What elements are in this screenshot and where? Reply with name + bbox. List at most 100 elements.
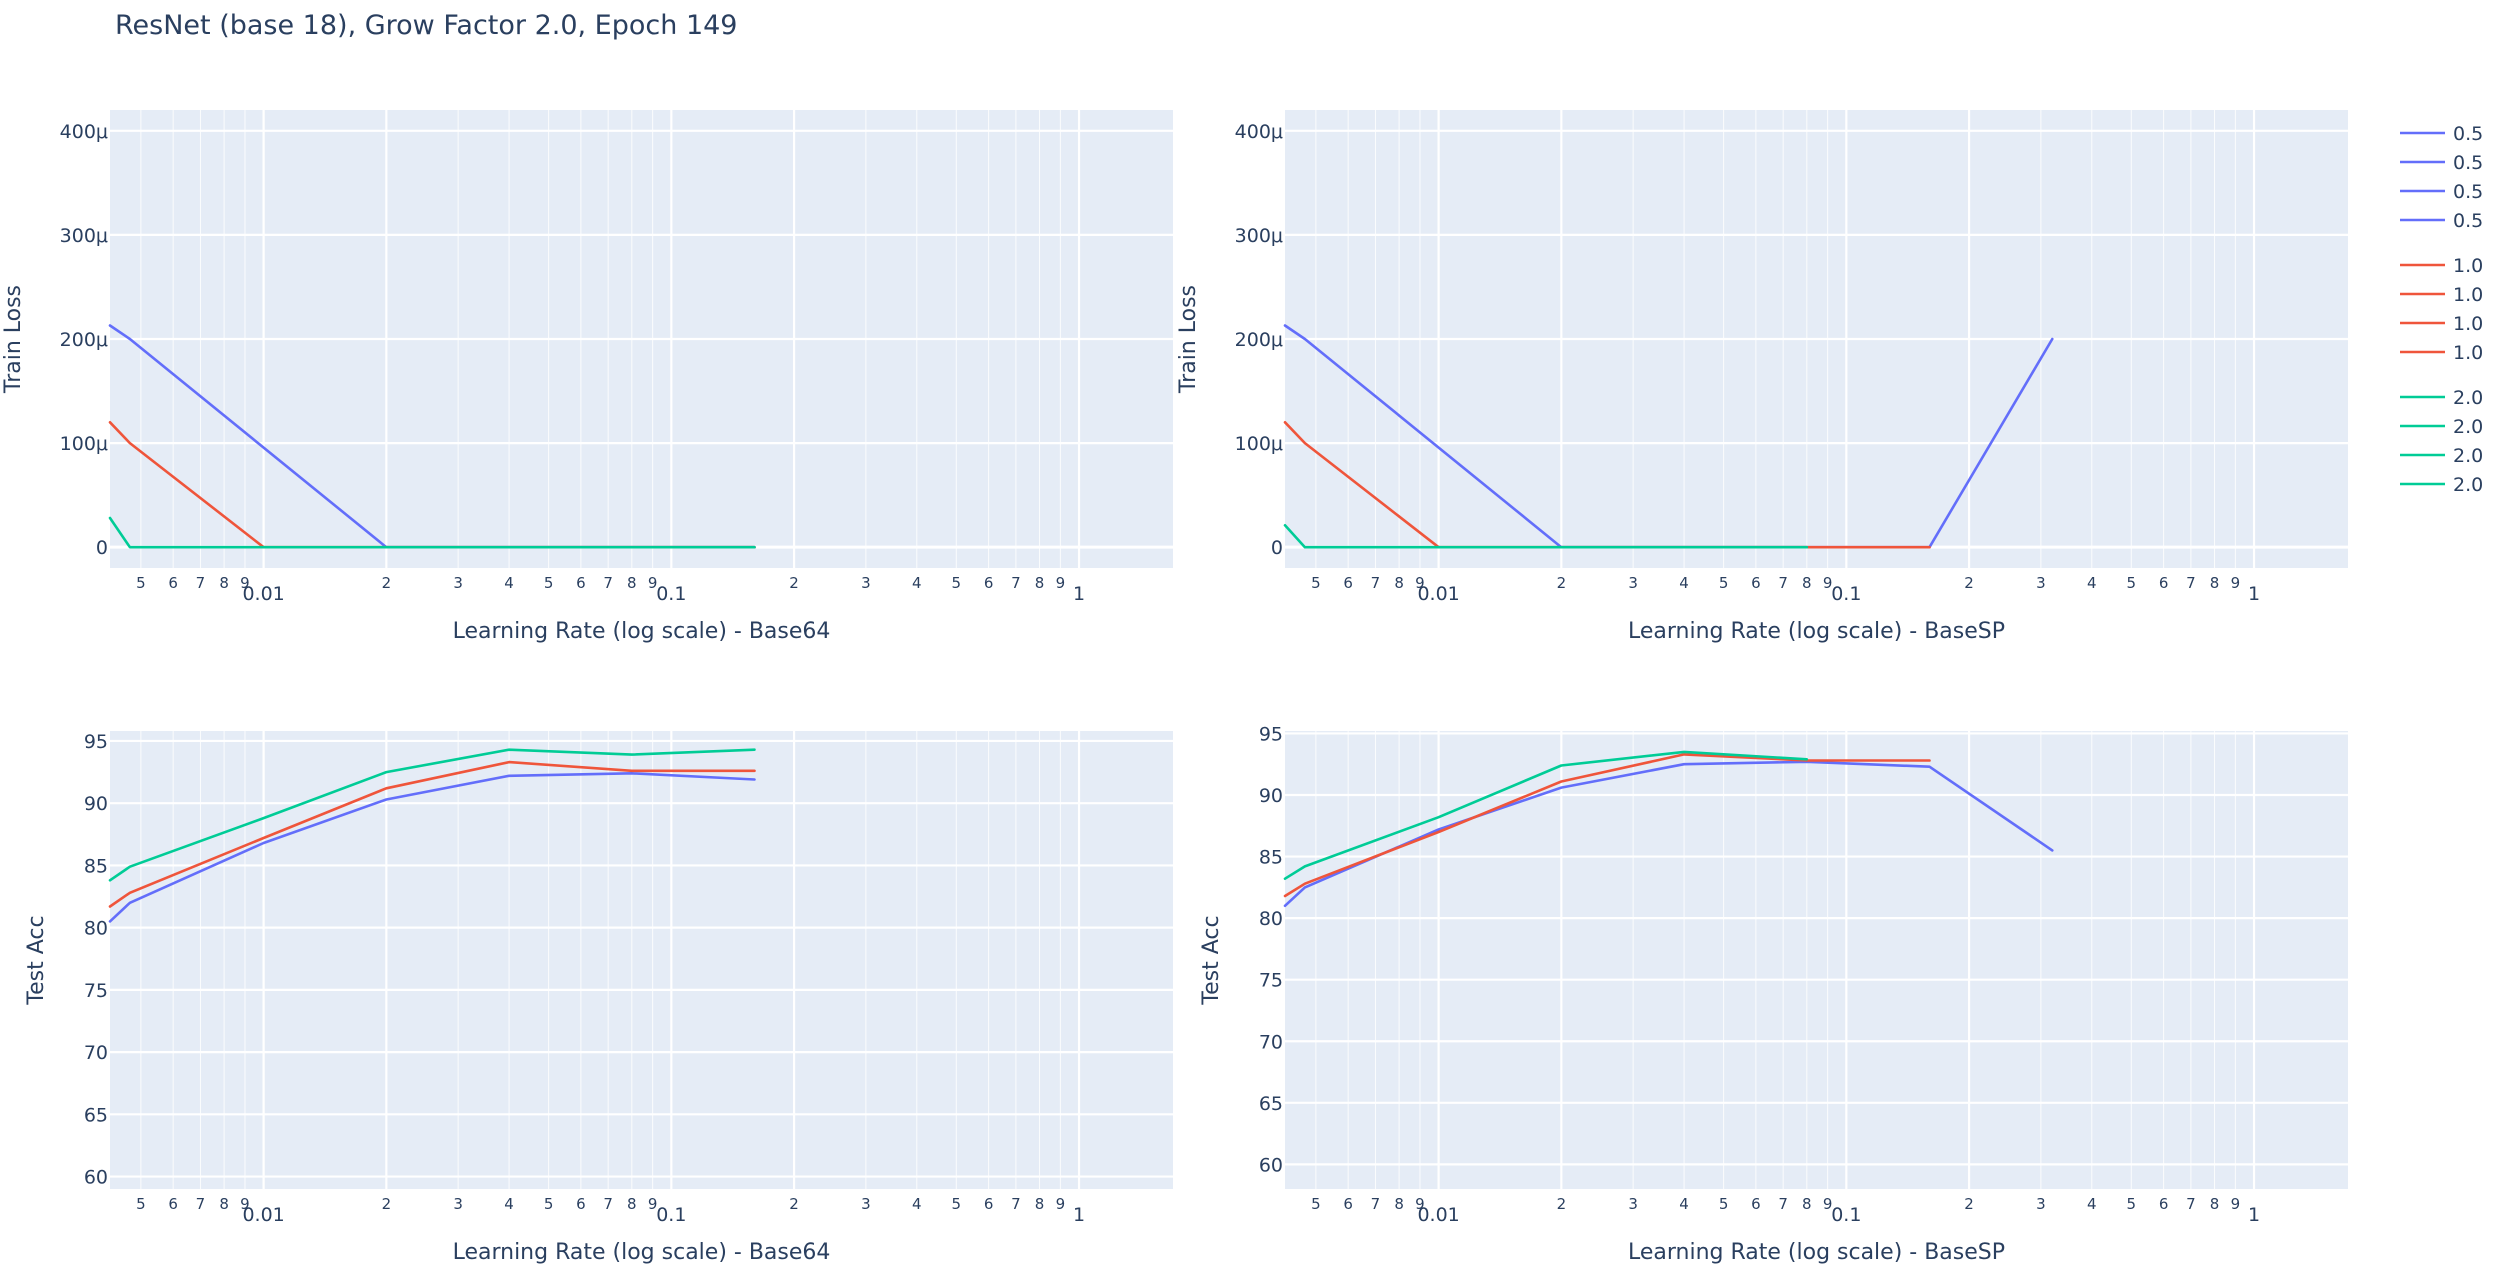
x-tick-label: 0.1 <box>1831 1204 1861 1226</box>
y-tick-label: 95 <box>84 731 108 753</box>
legend-item[interactable]: 2.0 <box>2400 474 2483 496</box>
x-minor-tick-label: 9 <box>240 574 250 592</box>
x-minor-tick-label: 5 <box>2127 1195 2137 1213</box>
y-tick-label: 300μ <box>60 225 108 247</box>
x-minor-tick-label: 5 <box>2127 574 2137 592</box>
x-minor-tick-label: 5 <box>1719 574 1729 592</box>
figure-title: ResNet (base 18), Grow Factor 2.0, Epoch… <box>115 10 737 41</box>
chart-panel-train-basesp[interactable]: 5 6 7 8 90.01 2 3 4 5 6 7 8 90.1 2 3 4 5 6 7 8 9 10100μ200μ30… <box>1176 110 2348 644</box>
x-minor-tick-label: 6 <box>1751 574 1761 592</box>
y-tick-label: 200μ <box>1235 329 1283 351</box>
legend-item[interactable]: 1.0 <box>2400 255 2483 277</box>
x-minor-tick-label: 2 <box>1557 1195 1567 1213</box>
series-line-2-0[interactable] <box>1283 523 1809 549</box>
x-minor-tick-label: 3 <box>453 574 463 592</box>
y-tick-label: 400μ <box>60 121 108 143</box>
legend-item[interactable]: 1.0 <box>2400 313 2483 335</box>
x-minor-tick-label: 8 <box>2210 1195 2220 1213</box>
plot-area <box>110 731 1173 1189</box>
legend[interactable]: 0.5 0.5 0.5 0.5 1.0 1.0 1.0 1.0 2.0 2.0 2.0 2.0 <box>2400 123 2483 496</box>
y-axis-title: Train Loss <box>1 285 26 394</box>
x-minor-tick-label: 5 <box>1311 1195 1321 1213</box>
plot-area <box>1285 731 2348 1189</box>
x-minor-tick-label: 3 <box>453 1195 463 1213</box>
y-tick-label: 95 <box>1259 723 1283 745</box>
chart-panel-test-basesp[interactable]: 5 6 7 8 90.01 2 3 4 5 6 7 8 90.1 2 3 4 5 6 7 8 9 160657075808… <box>1199 723 2348 1265</box>
x-minor-tick-label: 7 <box>1011 1195 1021 1213</box>
x-minor-tick-label: 6 <box>168 1195 178 1213</box>
y-tick-label: 60 <box>1259 1154 1283 1176</box>
legend-label: 0.5 <box>2453 152 2483 174</box>
x-minor-tick-label: 6 <box>576 1195 586 1213</box>
x-minor-tick-label: 7 <box>603 1195 613 1213</box>
x-minor-tick-label: 4 <box>2087 574 2097 592</box>
x-minor-tick-label: 9 <box>240 1195 250 1213</box>
x-minor-tick-label: 8 <box>1802 574 1812 592</box>
y-tick-label: 80 <box>1259 908 1283 930</box>
y-tick-label: 90 <box>1259 785 1283 807</box>
x-minor-tick-label: 6 <box>168 574 178 592</box>
x-tick-label: 0.1 <box>656 583 686 605</box>
x-tick-label: 0.01 <box>1417 583 1459 605</box>
x-minor-tick-label: 3 <box>861 1195 871 1213</box>
y-tick-label: 200μ <box>60 329 108 351</box>
x-minor-tick-label: 8 <box>1035 1195 1045 1213</box>
x-minor-tick-label: 7 <box>2186 1195 2196 1213</box>
x-minor-tick-label: 7 <box>1778 1195 1788 1213</box>
series-line-0-5[interactable] <box>108 771 756 923</box>
y-tick-label: 80 <box>84 918 108 940</box>
x-minor-tick-label: 7 <box>196 574 206 592</box>
x-minor-tick-label: 5 <box>544 574 554 592</box>
x-minor-tick-label: 7 <box>1011 574 1021 592</box>
legend-label: 2.0 <box>2453 416 2483 438</box>
legend-item[interactable]: 1.0 <box>2400 342 2483 364</box>
x-minor-tick-label: 8 <box>1802 1195 1812 1213</box>
x-minor-tick-label: 5 <box>544 1195 554 1213</box>
x-minor-tick-label: 7 <box>1778 574 1788 592</box>
x-tick-label: 0.1 <box>656 1204 686 1226</box>
legend-label: 2.0 <box>2453 387 2483 409</box>
series-line-0-5[interactable] <box>1283 760 2054 908</box>
legend-item[interactable]: 0.5 <box>2400 123 2483 145</box>
chart-panel-test-base64[interactable]: 5 6 7 8 90.01 2 3 4 5 6 7 8 90.1 2 3 4 5 6 7 8 9 160657075808… <box>24 731 1173 1265</box>
y-axis-title: Train Loss <box>1176 285 1201 394</box>
x-tick-label: 0.01 <box>242 1204 284 1226</box>
x-minor-tick-label: 3 <box>1628 574 1638 592</box>
y-tick-label: 100μ <box>1235 433 1283 455</box>
y-tick-label: 65 <box>84 1104 108 1126</box>
x-minor-tick-label: 5 <box>136 1195 146 1213</box>
legend-label: 2.0 <box>2453 445 2483 467</box>
x-minor-tick-label: 5 <box>952 574 962 592</box>
legend-item[interactable]: 2.0 <box>2400 387 2483 409</box>
x-minor-tick-label: 4 <box>1679 1195 1689 1213</box>
x-minor-tick-label: 3 <box>1628 1195 1638 1213</box>
legend-item[interactable]: 0.5 <box>2400 181 2483 203</box>
x-tick-label: 1 <box>2248 583 2260 605</box>
legend-item[interactable]: 1.0 <box>2400 284 2483 306</box>
series-line-2-0[interactable] <box>108 516 756 549</box>
legend-item[interactable]: 0.5 <box>2400 210 2483 232</box>
y-tick-label: 60 <box>84 1167 108 1189</box>
x-minor-tick-label: 9 <box>1823 574 1833 592</box>
legend-item[interactable]: 0.5 <box>2400 152 2483 174</box>
x-minor-tick-label: 6 <box>576 574 586 592</box>
chart-panel-train-base64[interactable]: 5 6 7 8 90.01 2 3 4 5 6 7 8 90.1 2 3 4 5 6 7 8 9 10100μ200μ30… <box>1 110 1173 644</box>
x-minor-tick-label: 9 <box>1056 574 1066 592</box>
x-minor-tick-label: 9 <box>2231 574 2241 592</box>
series-line-2-0[interactable] <box>1283 750 1809 881</box>
x-minor-tick-label: 7 <box>1371 1195 1381 1213</box>
y-tick-label: 300μ <box>1235 225 1283 247</box>
x-minor-tick-label: 9 <box>648 1195 658 1213</box>
x-minor-tick-label: 2 <box>1964 574 1974 592</box>
series-line-2-0[interactable] <box>108 748 756 882</box>
y-tick-label: 85 <box>84 855 108 877</box>
x-minor-tick-label: 6 <box>1343 1195 1353 1213</box>
series-line-1-0[interactable] <box>108 760 756 908</box>
x-minor-tick-label: 2 <box>382 1195 392 1213</box>
x-tick-label: 1 <box>1073 583 1085 605</box>
x-minor-tick-label: 9 <box>1056 1195 1066 1213</box>
x-minor-tick-label: 5 <box>1719 1195 1729 1213</box>
legend-item[interactable]: 2.0 <box>2400 416 2483 438</box>
x-minor-tick-label: 8 <box>627 1195 637 1213</box>
legend-item[interactable]: 2.0 <box>2400 445 2483 467</box>
